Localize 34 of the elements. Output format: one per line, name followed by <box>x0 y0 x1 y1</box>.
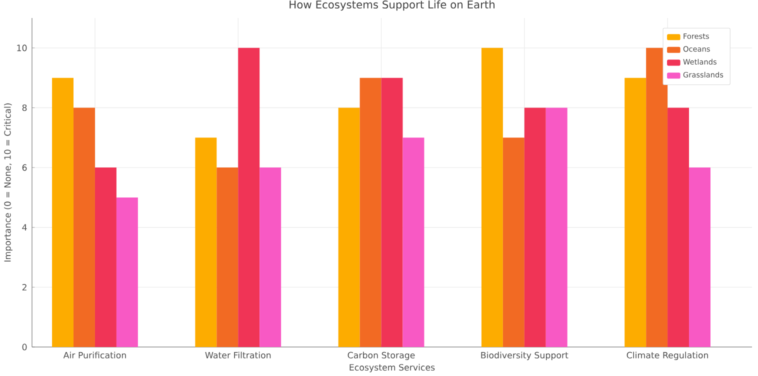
x-tick-label: Air Purification <box>63 352 126 358</box>
bar <box>524 108 546 347</box>
bar <box>402 138 424 347</box>
y-axis-title: Importance (0 = None, 10 = Critical) <box>4 103 12 262</box>
bar <box>238 48 260 347</box>
y-tick-label: 8 <box>22 104 27 112</box>
bar <box>546 108 568 347</box>
bar <box>502 138 524 347</box>
bar <box>646 48 668 347</box>
y-tick-label: 10 <box>17 44 27 52</box>
x-tick-label: Biodiversity Support <box>481 352 568 360</box>
x-axis-title: Ecosystem Services <box>350 364 435 372</box>
bar <box>52 78 74 347</box>
y-tick-label: 4 <box>22 224 27 231</box>
bar <box>360 78 382 347</box>
y-tick-label: 0 <box>22 344 27 350</box>
bar <box>668 108 690 347</box>
bar <box>689 168 710 347</box>
bar <box>338 108 360 347</box>
x-tick-label: Carbon Storage <box>348 352 415 360</box>
bar <box>195 138 217 347</box>
y-tick-label: 6 <box>22 164 27 171</box>
x-tick-label: Climate Regulation <box>626 352 708 360</box>
bar <box>381 78 403 347</box>
bar <box>216 168 238 347</box>
bar <box>74 108 95 347</box>
bar <box>481 48 503 347</box>
chart-title: How Ecosystems Support Life on Earth <box>290 0 494 11</box>
bar <box>116 197 138 347</box>
bar <box>94 168 116 347</box>
bar <box>260 168 282 347</box>
x-tick-label: Water Filtration <box>205 352 271 358</box>
y-tick-label: 2 <box>22 284 26 290</box>
bar <box>624 78 646 347</box>
